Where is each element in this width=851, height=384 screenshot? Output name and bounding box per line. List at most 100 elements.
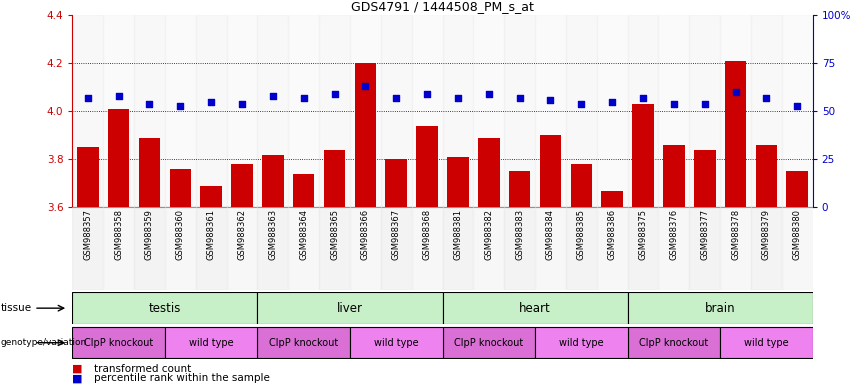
Bar [103,207,134,290]
Text: GSM988366: GSM988366 [361,209,370,260]
Bar [72,207,103,290]
Bar [694,150,716,207]
Bar [720,15,751,207]
Text: GSM988376: GSM988376 [670,209,678,260]
Bar [380,207,412,290]
Text: GSM988379: GSM988379 [762,209,771,260]
Bar [443,207,473,290]
Bar [782,15,813,207]
Text: wild type: wild type [559,338,603,348]
Text: wild type: wild type [744,338,789,348]
Text: genotype/variation: genotype/variation [1,338,87,347]
Bar [504,15,535,207]
Bar [165,207,196,290]
Bar [566,207,597,290]
Bar [443,293,627,324]
Text: liver: liver [337,302,363,314]
Point [420,91,434,97]
Text: brain: brain [705,302,735,314]
Bar [319,207,350,290]
Bar [257,327,350,358]
Text: GSM988363: GSM988363 [268,209,277,260]
Point [482,91,495,97]
Text: GSM988381: GSM988381 [454,209,462,260]
Bar [196,15,226,207]
Point [451,95,465,101]
Bar [412,207,443,290]
Bar [751,15,782,207]
Text: ClpP knockout: ClpP knockout [84,338,153,348]
Text: ■: ■ [72,373,83,383]
Bar [535,15,566,207]
Bar [412,15,443,207]
Point [358,83,372,89]
Bar [319,15,350,207]
Bar [570,164,592,207]
Text: testis: testis [149,302,181,314]
Point [667,101,681,107]
Bar [165,327,257,358]
Bar [663,145,685,207]
Text: GSM988385: GSM988385 [577,209,585,260]
Bar [627,293,813,324]
Text: GSM988378: GSM988378 [731,209,740,260]
Bar [350,15,380,207]
Point [637,95,650,101]
Text: percentile rank within the sample: percentile rank within the sample [94,373,270,383]
Text: wild type: wild type [189,338,233,348]
Bar [756,145,777,207]
Text: heart: heart [519,302,551,314]
Text: ■: ■ [72,364,83,374]
Title: GDS4791 / 1444508_PM_s_at: GDS4791 / 1444508_PM_s_at [351,0,534,13]
Point [605,99,619,105]
Bar [627,327,720,358]
Bar [139,138,160,207]
Point [390,95,403,101]
Bar [380,15,412,207]
Point [235,101,248,107]
Text: GSM988377: GSM988377 [700,209,709,260]
Bar [597,207,627,290]
Bar [509,171,530,207]
Bar [786,171,808,207]
Bar [602,190,623,207]
Bar [504,207,535,290]
Point [728,89,742,95]
Bar [108,109,129,207]
Bar [355,63,376,207]
Bar [165,15,196,207]
Bar [473,207,504,290]
Bar [627,15,659,207]
Bar [288,15,319,207]
Bar [262,155,283,207]
Point [544,97,557,103]
Bar [196,207,226,290]
Point [760,95,774,101]
Bar [103,15,134,207]
Bar [566,15,597,207]
Bar [478,138,500,207]
Point [111,93,125,99]
Point [174,103,187,109]
Bar [169,169,191,207]
Bar [72,293,257,324]
Text: GSM988365: GSM988365 [330,209,339,260]
Bar [632,104,654,207]
Bar [540,135,562,207]
Text: ClpP knockout: ClpP knockout [454,338,523,348]
Text: GSM988368: GSM988368 [423,209,431,260]
Text: ClpP knockout: ClpP knockout [639,338,709,348]
Text: transformed count: transformed count [94,364,191,374]
Text: GSM988362: GSM988362 [237,209,247,260]
Bar [257,207,288,290]
Point [574,101,588,107]
Bar [725,61,746,207]
Point [513,95,527,101]
Text: GSM988367: GSM988367 [391,209,401,260]
Text: GSM988375: GSM988375 [638,209,648,260]
Text: wild type: wild type [374,338,419,348]
Point [328,91,341,97]
Bar [257,15,288,207]
Text: GSM988358: GSM988358 [114,209,123,260]
Text: ClpP knockout: ClpP knockout [269,338,339,348]
